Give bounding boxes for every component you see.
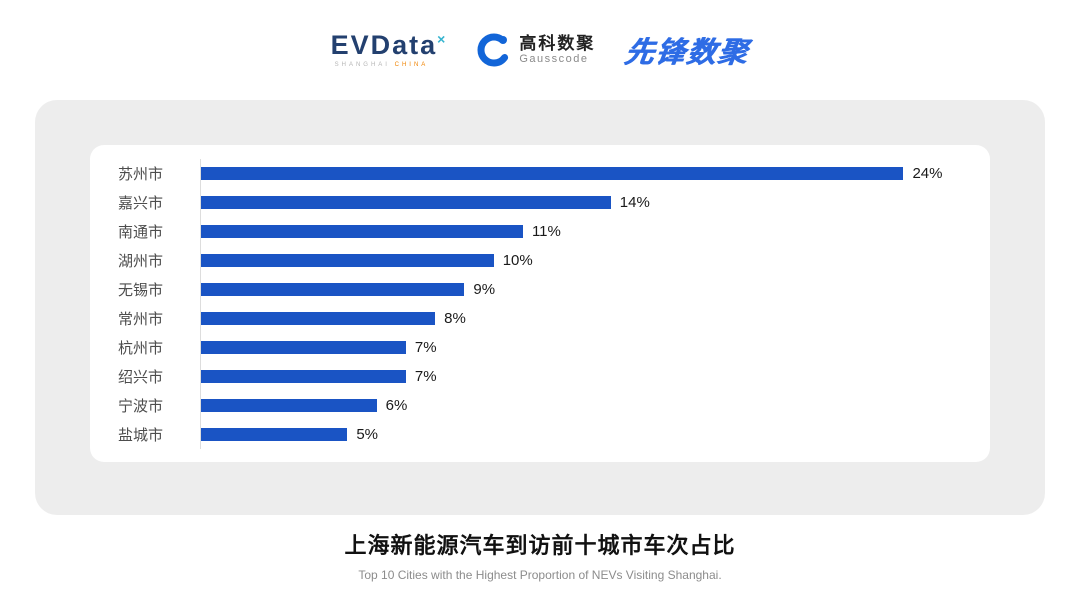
bar (201, 254, 494, 267)
bar-row: 绍兴市 7% (118, 362, 962, 391)
gausscode-en-label: Gausscode (519, 53, 589, 66)
bar (201, 167, 904, 180)
bar-value: 6% (385, 397, 408, 414)
bar-label: 宁波市 (118, 398, 164, 415)
bar-row: 苏州市 24% (118, 159, 962, 188)
chart-subtitle: Top 10 Cities with the Highest Proportio… (358, 568, 722, 582)
gausscode-circle-icon (477, 33, 511, 67)
bar-label: 绍兴市 (118, 369, 164, 386)
bar-row: 嘉兴市 14% (118, 188, 962, 217)
bar-label: 湖州市 (118, 253, 164, 270)
chart-title: 上海新能源汽车到访前十城市车次占比 (344, 533, 736, 558)
chart-card: 苏州市 24% 嘉兴市 14% 南通市 11% 湖州市 10% 无锡市 9% 常州市 8% 杭州市 7% 绍… (90, 145, 990, 462)
bar-value: 5% (356, 426, 379, 443)
bar-track: 11% (200, 217, 962, 246)
bar-label: 苏州市 (118, 166, 164, 183)
chart-panel: 苏州市 24% 嘉兴市 14% 南通市 11% 湖州市 10% 无锡市 9% 常州市 8% 杭州市 7% 绍… (35, 100, 1045, 515)
evdata-logo-subtext: SHANGHAI CHINA (334, 62, 429, 68)
bar-chart-rows: 苏州市 24% 嘉兴市 14% 南通市 11% 湖州市 10% 无锡市 9% 常州市 8% 杭州市 7% 绍… (118, 159, 962, 449)
bar-row: 无锡市 9% (118, 275, 962, 304)
bar (201, 428, 348, 441)
bar-track: 24% (200, 159, 962, 188)
bar (201, 399, 377, 412)
bar-value: 7% (414, 339, 437, 356)
header: EVData× SHANGHAI CHINA 高科数聚 Gausscode 先锋… (0, 0, 1080, 100)
evdata-logo: EVData× SHANGHAI CHINA (330, 30, 448, 69)
bar-label: 杭州市 (118, 340, 164, 357)
bar (201, 283, 465, 296)
bar-track: 7% (200, 362, 962, 391)
pioneer-logo: 先锋数聚 (622, 37, 752, 69)
bar-track: 14% (200, 188, 962, 217)
bar-value: 8% (444, 310, 466, 327)
bar-row: 宁波市 6% (118, 391, 962, 420)
bar-track: 7% (200, 333, 962, 362)
bar-row: 盐城市 5% (118, 420, 962, 449)
bar (201, 225, 523, 238)
bar-row: 常州市 8% (118, 304, 962, 333)
bar-track: 5% (200, 420, 962, 449)
evdata-logo-text: EVData× (330, 30, 448, 60)
bar-label: 常州市 (118, 311, 164, 328)
footer: 上海新能源汽车到访前十城市车次占比 Top 10 Cities with the… (0, 528, 1080, 582)
bar-value: 24% (912, 165, 943, 182)
evdata-x-icon: × (437, 31, 448, 47)
bar-value: 9% (473, 281, 496, 298)
bar (201, 312, 436, 325)
gausscode-logo: 高科数聚 Gausscode (477, 33, 595, 67)
bar-value: 7% (414, 368, 437, 385)
bar-label: 无锡市 (118, 282, 164, 299)
gausscode-logo-text: 高科数聚 Gausscode (519, 33, 596, 66)
bar-label: 盐城市 (118, 427, 164, 444)
bar-track: 6% (200, 391, 962, 420)
bar-row: 南通市 11% (118, 217, 962, 246)
bar-label: 南通市 (118, 224, 164, 241)
bar (201, 196, 611, 209)
bar-value: 11% (531, 223, 561, 240)
bar (201, 341, 406, 354)
bar-value: 14% (619, 194, 650, 211)
bar-value: 10% (502, 252, 533, 269)
bar-track: 8% (200, 304, 962, 333)
bar-row: 湖州市 10% (118, 246, 962, 275)
bar-track: 10% (200, 246, 962, 275)
gausscode-cn-label: 高科数聚 (519, 33, 596, 53)
bar-track: 9% (200, 275, 962, 304)
bar-label: 嘉兴市 (118, 195, 164, 212)
bar-row: 杭州市 7% (118, 333, 962, 362)
bar (201, 370, 406, 383)
